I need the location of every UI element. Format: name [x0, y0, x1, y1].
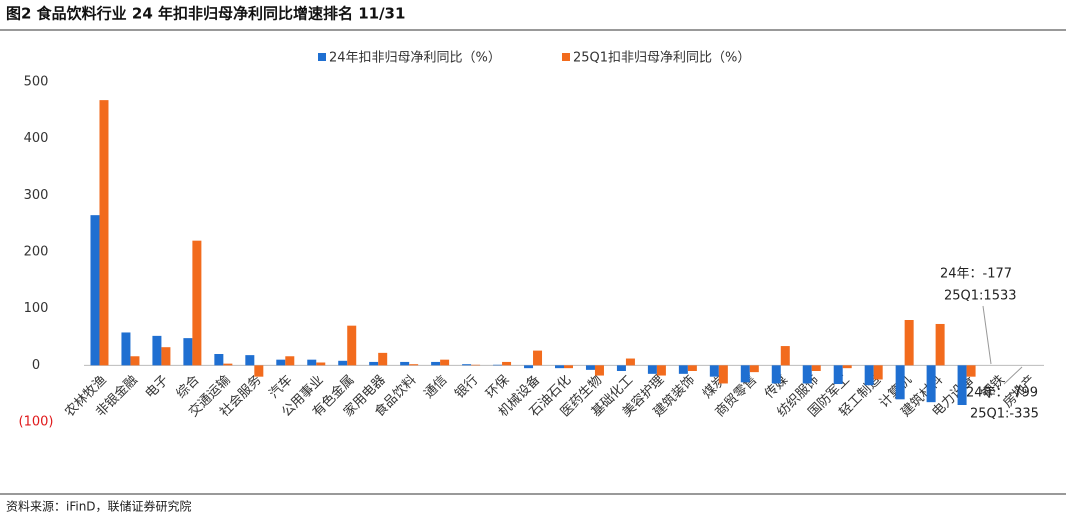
bar [245, 355, 255, 366]
bar [771, 365, 781, 384]
source: 资料来源：iFinD，联储证券研究院 [6, 499, 192, 514]
bar [130, 356, 140, 366]
bar [471, 364, 481, 366]
y-tick-label: (100) [19, 415, 54, 430]
bar [316, 362, 326, 366]
y-tick-label: 400 [24, 131, 49, 146]
bar [904, 320, 914, 366]
bar [285, 356, 295, 366]
y-tick-label: 500 [24, 75, 49, 90]
bar [625, 358, 635, 366]
bar [555, 365, 564, 369]
bar [378, 352, 388, 366]
bar [935, 323, 945, 366]
bar [594, 365, 604, 376]
bar [656, 365, 666, 376]
bar [121, 332, 131, 366]
bar [409, 364, 419, 366]
bar [183, 338, 193, 366]
bar [223, 363, 233, 366]
annotation: 24年：-799 [966, 386, 1038, 401]
bar [895, 365, 905, 400]
bar [161, 347, 171, 366]
bar [616, 365, 626, 371]
bar [833, 365, 843, 385]
bar [462, 364, 472, 366]
y-tick-label: 0 [32, 358, 40, 373]
bar [678, 365, 688, 374]
bar [533, 350, 543, 366]
bar [647, 365, 657, 374]
bar [957, 365, 967, 405]
annotation: 25Q1:1533 [944, 289, 1017, 304]
bar [493, 364, 503, 366]
annotation-leader [982, 305, 992, 365]
bar [926, 365, 936, 403]
bar [192, 240, 202, 366]
bar [90, 215, 100, 366]
bar [709, 365, 719, 377]
bar [214, 354, 224, 366]
bar [718, 365, 728, 384]
bar [564, 365, 573, 369]
bar [502, 361, 512, 366]
bar [802, 365, 812, 384]
bar [811, 365, 821, 371]
x-tick-label: 通信 [421, 373, 450, 402]
bar [369, 361, 379, 366]
annotation: 24年：-177 [940, 267, 1012, 282]
bar [524, 365, 534, 369]
bar [585, 365, 595, 370]
bar [780, 346, 790, 366]
annotation-leader [1003, 366, 1023, 385]
legend-label: 25Q1扣非归母净利同比（%） [573, 51, 750, 66]
bar [687, 365, 697, 371]
bar [431, 361, 441, 366]
x-tick-label: 电子 [143, 373, 172, 402]
legend-swatch [562, 53, 570, 61]
bar [400, 361, 410, 366]
bar [307, 359, 317, 366]
y-tick-label: 300 [24, 188, 49, 203]
legend-swatch [318, 53, 326, 61]
y-tick-label: 100 [24, 301, 49, 316]
bar [276, 359, 286, 366]
bar [152, 335, 162, 366]
bar [749, 365, 759, 373]
x-tick-label: 银行 [452, 373, 481, 402]
legend-label: 24年扣非归母净利同比（%） [329, 51, 501, 66]
annotation: 25Q1:-335 [970, 407, 1039, 422]
bar [873, 365, 883, 380]
bar [347, 325, 357, 366]
bar [740, 365, 750, 383]
bar [99, 100, 109, 366]
chart-title: 图2 食品饮料行业 24 年扣非归母净利同比增速排名 11/31 [6, 5, 405, 23]
bar [864, 365, 874, 386]
y-tick-label: 200 [24, 245, 49, 260]
bar [842, 365, 852, 369]
bar [966, 365, 976, 377]
bar [338, 360, 348, 366]
bar [254, 365, 264, 377]
bar [440, 359, 450, 366]
